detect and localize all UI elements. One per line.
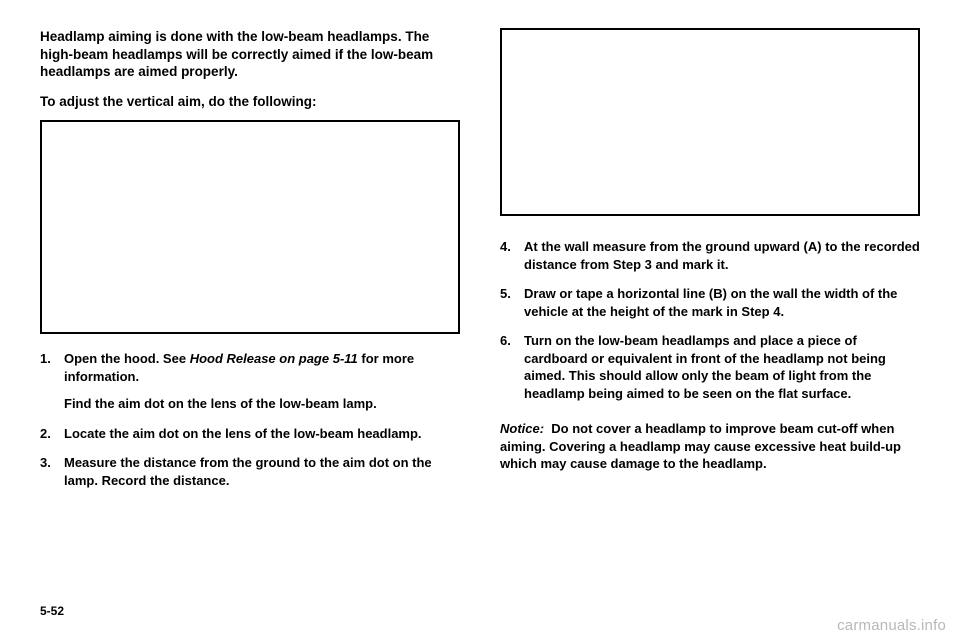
step-text: Locate the aim dot on the lens of the lo… <box>64 426 422 441</box>
steps-list-right: At the wall measure from the ground upwa… <box>500 238 920 414</box>
step-item: Open the hood. See Hood Release on page … <box>40 350 460 413</box>
notice-label: Notice: <box>500 421 544 436</box>
step-item: Measure the distance from the ground to … <box>40 454 460 489</box>
notice-body: Do not cover a headlamp to improve beam … <box>500 421 901 471</box>
figure-placeholder-right <box>500 28 920 216</box>
figure-placeholder-left <box>40 120 460 334</box>
intro-paragraph: Headlamp aiming is done with the low-bea… <box>40 28 460 81</box>
step-item: Draw or tape a horizontal line (B) on th… <box>500 285 920 320</box>
steps-list-left: Open the hood. See Hood Release on page … <box>40 350 460 501</box>
step-item: Locate the aim dot on the lens of the lo… <box>40 425 460 443</box>
step-item: At the wall measure from the ground upwa… <box>500 238 920 273</box>
step-text: Draw or tape a horizontal line (B) on th… <box>524 286 897 319</box>
left-column: Headlamp aiming is done with the low-bea… <box>40 28 460 501</box>
step-sub-paragraph: Find the aim dot on the lens of the low-… <box>64 395 460 413</box>
page-content: Headlamp aiming is done with the low-bea… <box>0 0 960 521</box>
lead-paragraph: To adjust the vertical aim, do the follo… <box>40 93 460 111</box>
step-text: At the wall measure from the ground upwa… <box>524 239 920 272</box>
step-reference: Hood Release on page 5-11 <box>190 351 358 366</box>
page-number: 5-52 <box>40 604 64 618</box>
step-text: Open the hood. See <box>64 351 190 366</box>
step-item: Turn on the low-beam headlamps and place… <box>500 332 920 402</box>
step-text: Measure the distance from the ground to … <box>64 455 432 488</box>
notice-paragraph: Notice: Do not cover a headlamp to impro… <box>500 420 920 473</box>
step-text: Turn on the low-beam headlamps and place… <box>524 333 886 401</box>
watermark-text: carmanuals.info <box>837 617 946 634</box>
right-column: At the wall measure from the ground upwa… <box>500 28 920 501</box>
